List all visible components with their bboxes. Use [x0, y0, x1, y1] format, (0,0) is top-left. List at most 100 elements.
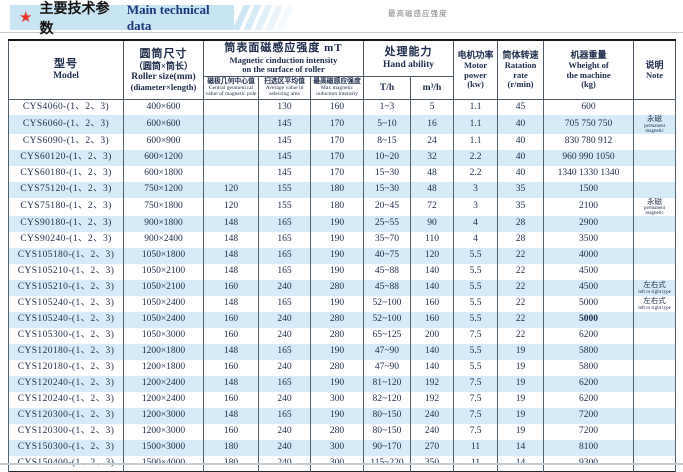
mag-max-cell: 170	[310, 133, 364, 150]
model-cell: CYS120180-(1、2、3)	[8, 359, 124, 376]
rotation-rate-cell: 19	[497, 391, 545, 408]
capacity-m3h-cell: 200	[409, 327, 455, 344]
rotation-rate-cell: 40	[497, 133, 545, 150]
note-zh-text: 永磁	[647, 196, 663, 206]
spec-table-wrapper: 型号 Model 圆筒尺寸 （圆筒×筒长） Roller size(mm) (d…	[8, 39, 677, 472]
mag-center-cell: 148	[203, 247, 259, 264]
model-cell: CYS120180-(1、2、3)	[8, 343, 124, 360]
capacity-th-cell: 8~15	[363, 133, 411, 150]
roller-size-cell: 1200×1800	[123, 343, 204, 360]
roller-size-cell: 1050×2400	[123, 295, 204, 312]
table-row: CYS120300-(1、2、3) 1200×3000 160 240 280 …	[8, 423, 677, 440]
weight-cell: 5800	[543, 343, 635, 360]
banner-stripes	[232, 5, 295, 30]
table-row: CYS120180-(1、2、3) 1200×1800 160 240 280 …	[8, 359, 677, 376]
roller-size-cell: 600×600	[123, 115, 204, 134]
roller-size-cell: 1200×3000	[123, 407, 204, 424]
model-cell: CYS75180-(1、2、3)	[8, 197, 124, 216]
weight-cell: 2900	[543, 215, 635, 232]
capacity-m3h-cell: 240	[409, 423, 455, 440]
motor-power-cell: 5.5	[453, 359, 499, 376]
mag-center-cell: 160	[203, 311, 259, 328]
col-header-tons-per-hour: T/h	[363, 75, 411, 100]
rotation-rate-cell: 40	[497, 149, 545, 166]
mag-average-cell: 145	[258, 133, 311, 150]
motor-power-cell: 5.5	[453, 279, 499, 296]
mag-center-cell	[203, 165, 259, 182]
mag-center-cell: 160	[203, 423, 259, 440]
mag-max-cell: 190	[310, 295, 364, 312]
model-cell: CYS105240-(1、2、3)	[8, 311, 124, 328]
motor-power-cell: 2.2	[453, 165, 499, 182]
table-row: CYS90180-(1、2、3) 900×1800 148 165 190 25…	[8, 215, 677, 232]
mag-max-cell: 280	[310, 423, 364, 440]
mag-average-cell: 165	[258, 375, 311, 392]
table-row: CYS75180-(1、2、3) 750×1800 120 155 180 20…	[8, 196, 677, 216]
note-cell: 永磁 permanent magnetic	[633, 196, 677, 216]
table-row: CYS105180-(1、2、3) 1050×1800 148 165 190 …	[8, 247, 677, 264]
model-cell: CYS150300-(1、2、3)	[8, 439, 124, 456]
roller-size-cell: 400×600	[123, 99, 204, 116]
capacity-th-cell: 20~45	[363, 197, 411, 216]
roller-size-cell: 1200×1800	[123, 359, 204, 376]
mag-center-cell: 148	[203, 295, 259, 312]
table-row: CYS120180-(1、2、3) 1200×1800 148 165 190 …	[8, 343, 677, 360]
capacity-m3h-cell: 160	[409, 311, 455, 328]
rotation-rate-cell: 19	[497, 423, 545, 440]
star-icon: ★	[19, 8, 33, 26]
page-header: ★ 主要技术参数 Main technical data 最高磁感应强度	[0, 0, 683, 36]
col-header-note: 说明 Note	[633, 39, 677, 100]
motor-power-cell: 3	[453, 181, 499, 198]
mag-max-cell: 180	[310, 197, 364, 216]
capacity-m3h-cell: 120	[409, 247, 455, 264]
mag-center-cell: 148	[203, 343, 259, 360]
motor-power-cell: 7.5	[453, 423, 499, 440]
mag-average-cell: 145	[258, 149, 311, 166]
capacity-th-cell: 35~70	[363, 231, 411, 248]
capacity-th-cell: 5~10	[363, 115, 411, 134]
model-cell: CYS90240-(1、2、3)	[8, 231, 124, 248]
capacity-m3h-cell: 110	[409, 231, 455, 248]
rotation-rate-cell: 40	[497, 115, 545, 134]
weight-cell: 1340 1330 1340	[543, 165, 635, 182]
col-group-magnetic-intensity: 筒表面磁感应强度 mT Magnetic cinduction intensit…	[203, 39, 364, 77]
motor-power-cell: 5.5	[453, 263, 499, 280]
roller-size-cell: 1050×2400	[123, 311, 204, 328]
mag-center-cell: 148	[203, 215, 259, 232]
motor-power-cell: 1.1	[453, 133, 499, 150]
model-cell: CYS105180-(1、2、3)	[8, 247, 124, 264]
model-cell: CYS120300-(1、2、3)	[8, 423, 124, 440]
note-cell	[633, 423, 677, 440]
mag-average-cell: 145	[258, 165, 311, 182]
mag-max-cell: 170	[310, 115, 364, 134]
mag-center-cell	[203, 115, 259, 134]
note-en-text: left or right type	[638, 305, 671, 311]
model-cell: CYS105210-(1、2、3)	[8, 263, 124, 280]
roller-size-cell: 1050×1800	[123, 247, 204, 264]
capacity-th-cell: 80~150	[363, 423, 411, 440]
weight-cell: 960 990 1050	[543, 149, 635, 166]
roller-size-cell: 1200×2400	[123, 375, 204, 392]
weight-cell: 3500	[543, 231, 635, 248]
table-row: CYS6090-(1、2、3) 600×900 145 170 8~15 24 …	[8, 133, 677, 150]
motor-power-cell: 7.5	[453, 407, 499, 424]
mag-center-cell: 160	[203, 279, 259, 296]
col-group-hand-ability: 处理能力 Hand ability	[362, 39, 455, 77]
mag-max-cell: 280	[310, 279, 364, 296]
mag-average-cell: 165	[258, 231, 311, 248]
note-cell	[633, 215, 677, 232]
capacity-m3h-cell: 16	[409, 115, 455, 134]
capacity-m3h-cell: 5	[409, 99, 455, 116]
roller-size-cell: 750×1800	[123, 197, 204, 216]
note-cell	[633, 327, 677, 344]
table-row: CYS120240-(1、2、3) 1200×2400 160 240 300 …	[8, 391, 677, 408]
col-header-cubic-meters-per-hour: m³/h	[409, 75, 455, 100]
note-cell	[633, 343, 677, 360]
note-zh-text: 左右式	[643, 296, 666, 306]
motor-power-cell: 11	[453, 439, 499, 456]
col-header-mag-center-value: 磁极几何中心值 Central geometrical value of mag…	[203, 75, 259, 100]
table-row: CYS150300-(1、2、3) 1500×3000 180 240 300 …	[8, 439, 677, 456]
mag-average-cell: 165	[258, 215, 311, 232]
mag-center-cell: 160	[203, 359, 259, 376]
rotation-rate-cell: 14	[497, 439, 545, 456]
